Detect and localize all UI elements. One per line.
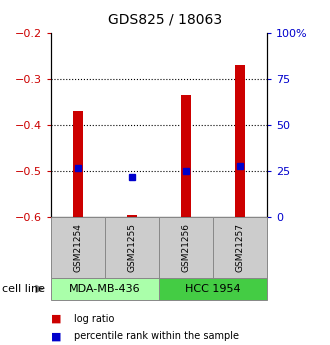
Bar: [182, 95, 191, 217]
Text: GSM21257: GSM21257: [236, 223, 245, 272]
Text: ■: ■: [51, 314, 62, 324]
Text: MDA-MB-436: MDA-MB-436: [69, 284, 141, 294]
Text: HCC 1954: HCC 1954: [185, 284, 241, 294]
Text: log ratio: log ratio: [74, 314, 115, 324]
Bar: [73, 111, 83, 217]
Bar: [235, 65, 245, 217]
Text: cell line: cell line: [2, 284, 45, 294]
Text: GSM21256: GSM21256: [182, 223, 191, 272]
Text: GSM21254: GSM21254: [74, 223, 83, 272]
Text: GDS825 / 18063: GDS825 / 18063: [108, 13, 222, 27]
Text: ■: ■: [51, 332, 62, 341]
Bar: [127, 215, 137, 217]
Text: GSM21255: GSM21255: [128, 223, 137, 272]
Text: percentile rank within the sample: percentile rank within the sample: [74, 332, 239, 341]
